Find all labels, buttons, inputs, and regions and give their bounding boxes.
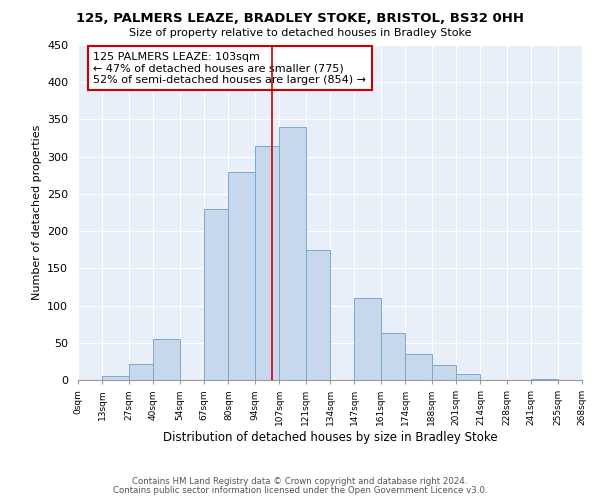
Y-axis label: Number of detached properties: Number of detached properties	[32, 125, 41, 300]
Bar	[255, 146, 279, 380]
Text: Size of property relative to detached houses in Bradley Stoke: Size of property relative to detached ho…	[129, 28, 471, 38]
Bar	[229, 172, 255, 380]
Text: 125, PALMERS LEAZE, BRADLEY STOKE, BRISTOL, BS32 0HH: 125, PALMERS LEAZE, BRADLEY STOKE, BRIST…	[76, 12, 524, 26]
Text: Contains public sector information licensed under the Open Government Licence v3: Contains public sector information licen…	[113, 486, 487, 495]
Bar	[531, 378, 557, 380]
Bar	[405, 354, 431, 380]
Bar	[305, 250, 330, 380]
Bar	[381, 333, 405, 380]
Bar	[204, 209, 229, 380]
Text: 125 PALMERS LEAZE: 103sqm
← 47% of detached houses are smaller (775)
52% of semi: 125 PALMERS LEAZE: 103sqm ← 47% of detac…	[93, 52, 366, 85]
X-axis label: Distribution of detached houses by size in Bradley Stoke: Distribution of detached houses by size …	[163, 431, 497, 444]
Bar	[153, 339, 179, 380]
Bar	[103, 376, 129, 380]
Bar	[431, 365, 456, 380]
Text: Contains HM Land Registry data © Crown copyright and database right 2024.: Contains HM Land Registry data © Crown c…	[132, 477, 468, 486]
Bar	[355, 298, 381, 380]
Bar	[456, 374, 481, 380]
Bar	[279, 127, 305, 380]
Bar	[129, 364, 153, 380]
